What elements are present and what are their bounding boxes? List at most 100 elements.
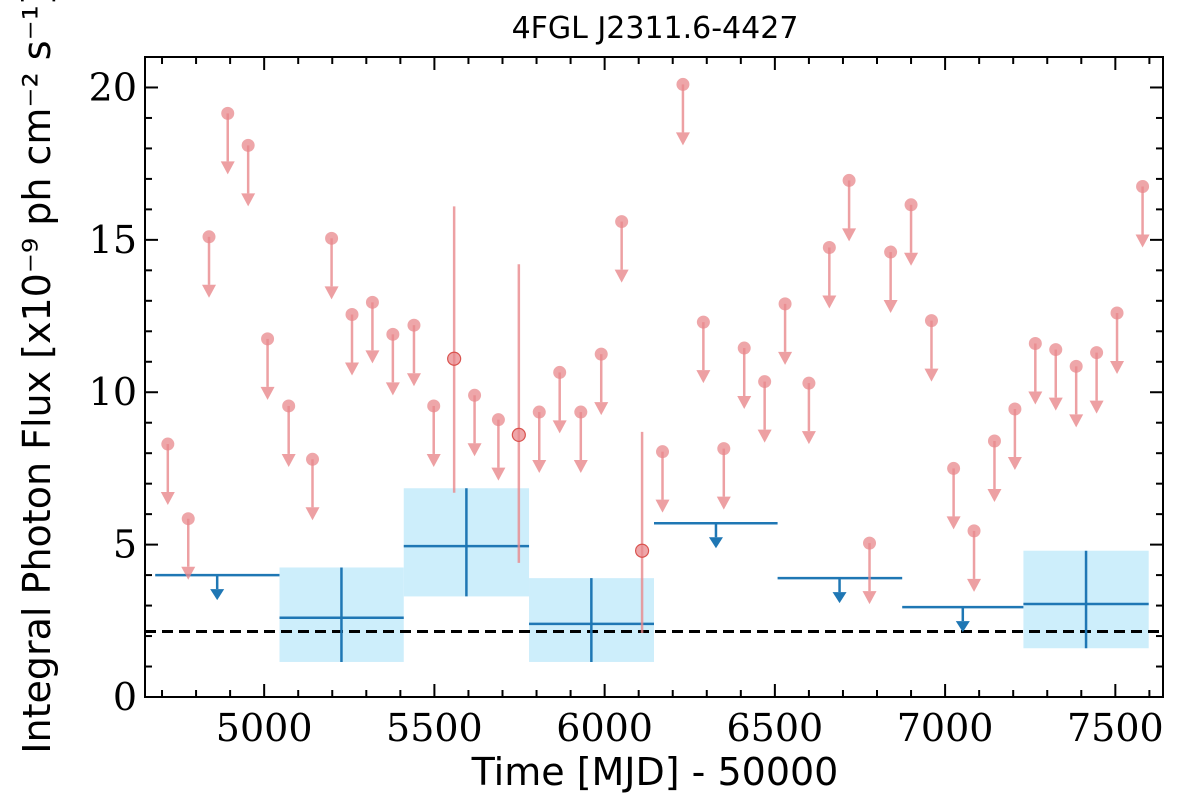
y-axis-label: Integral Photon Flux [x10⁻⁹ ph cm⁻² s⁻¹] <box>15 0 59 754</box>
short-bin-detection-point <box>511 427 526 443</box>
short-bin-upper-limit-arrow <box>696 370 711 384</box>
short-bin-upper-limit-point <box>1110 306 1124 320</box>
short-bin-upper-limit-point <box>802 376 816 390</box>
long-bin-upper-limit-arrow <box>955 621 970 633</box>
long-bin-upper-limit-arrow <box>832 592 847 604</box>
short-bin-upper-limit-arrow <box>801 431 816 445</box>
short-bin-upper-limit-point <box>696 315 710 329</box>
short-bin-upper-limit-arrow <box>675 132 690 146</box>
short-bin-upper-limit-arrow <box>220 161 235 175</box>
short-bin-upper-limit-arrow <box>532 460 547 474</box>
short-bin-upper-limit-arrow <box>904 252 919 266</box>
short-bin-upper-limit-point <box>553 365 567 379</box>
chart-title: 4FGL J2311.6-4427 <box>512 11 799 46</box>
short-bin-upper-limit-point <box>758 375 772 389</box>
short-bin-upper-limit-arrow <box>614 269 629 283</box>
x-tick-label: 7500 <box>1067 706 1164 750</box>
y-tick-label: 10 <box>89 370 137 414</box>
y-axis-ticks: 0 5 10 15 20 <box>89 56 1163 719</box>
short-bin-detection-point <box>447 351 462 366</box>
short-bin-upper-limit-arrow <box>467 443 482 457</box>
short-bin-upper-limit-arrow <box>181 566 196 580</box>
short-bin-upper-limit-point <box>594 347 608 361</box>
short-bin-upper-limit-point <box>737 341 751 355</box>
short-bin-upper-limit-arrow <box>737 396 752 410</box>
short-bin-upper-limit-point <box>863 536 877 550</box>
x-tick-label: 5500 <box>386 706 483 750</box>
short-bin-upper-limit-arrow <box>883 300 898 314</box>
short-bin-upper-limit-point <box>325 231 339 245</box>
short-bin-upper-limit-arrow <box>573 460 588 474</box>
short-bin-upper-limit-point <box>717 442 731 456</box>
short-bin-upper-limit-point <box>181 512 195 526</box>
short-bin-upper-limit-point <box>241 138 255 152</box>
short-bin-upper-limit-arrow <box>202 284 217 298</box>
short-bin-upper-limit-point <box>1090 346 1104 360</box>
short-bin-upper-limit-arrow <box>324 286 339 300</box>
short-bin-upper-limit-point <box>924 314 938 328</box>
short-bin-upper-limit-point <box>822 240 836 254</box>
long-bin-bands <box>279 488 1149 662</box>
y-tick-label: 20 <box>89 65 137 109</box>
short-bin-upper-limit-point <box>161 437 175 451</box>
short-bin-upper-limit-arrow <box>924 368 939 382</box>
x-tick-label: 7000 <box>897 706 994 750</box>
short-bin-upper-limit-arrow <box>987 489 1002 502</box>
short-bin-upper-limit-arrow <box>426 453 441 467</box>
short-bin-upper-limit-point <box>778 297 792 311</box>
short-bin-upper-limit-arrow <box>1089 400 1104 414</box>
short-bin-upper-limit-arrow <box>1007 457 1022 470</box>
short-bin-upper-limit-point <box>202 230 216 244</box>
short-bin-upper-limit-arrow <box>757 429 772 443</box>
x-tick-label: 6500 <box>727 706 824 750</box>
short-bin-upper-limit-arrow <box>778 351 793 365</box>
short-bin-upper-limit-point <box>615 215 629 229</box>
short-bin-upper-limit-arrow <box>365 350 380 364</box>
short-bin-upper-limit-arrow <box>655 499 670 513</box>
long-bin-upper-limit-arrow <box>708 537 723 549</box>
short-bin-upper-limit-arrow <box>305 507 320 521</box>
short-bin-upper-limit-point <box>468 388 482 402</box>
short-bin-upper-limit-arrow <box>862 591 877 605</box>
short-bin-upper-limit-arrow <box>1048 397 1063 411</box>
short-bin-upper-limit-arrow <box>241 193 256 207</box>
x-tick-label: 5000 <box>216 706 313 750</box>
short-bin-upper-limit-point <box>1028 336 1042 350</box>
y-tick-label: 15 <box>89 218 137 262</box>
long-bins-series <box>155 488 1149 662</box>
short-bin-upper-limit-point <box>365 295 379 309</box>
short-bin-upper-limit-point <box>1069 359 1083 373</box>
short-bin-upper-limit-arrow <box>1135 234 1150 248</box>
short-bin-upper-limit-point <box>532 405 546 419</box>
long-bin-upper-limit-arrow <box>210 589 225 601</box>
short-bin-upper-limit-point <box>407 318 421 332</box>
short-bin-upper-limit-point <box>574 405 588 419</box>
short-bin-upper-limit-point <box>656 445 670 459</box>
short-bin-upper-limit-arrow <box>491 467 506 481</box>
short-bin-upper-limit-point <box>1136 180 1150 194</box>
short-bin-upper-limit-point <box>676 77 690 91</box>
short-bin-upper-limit-arrow <box>716 496 731 510</box>
axes-frame <box>144 56 1164 698</box>
short-bin-upper-limit-point <box>221 106 235 120</box>
short-bin-upper-limit-arrow <box>967 578 982 592</box>
short-bin-upper-limit-arrow <box>1028 391 1043 405</box>
short-bin-upper-limit-arrow <box>842 228 857 242</box>
short-bin-upper-limit-arrow <box>552 420 567 434</box>
y-tick-label: 5 <box>113 523 137 567</box>
x-tick-label: 6000 <box>556 706 653 750</box>
short-bin-upper-limit-arrow <box>1069 414 1084 428</box>
short-bin-upper-limit-point <box>1049 343 1063 357</box>
x-axis-label: Time [MJD] - 50000 <box>471 750 839 794</box>
short-bin-upper-limit-point <box>261 332 275 346</box>
short-bins-series <box>160 77 1150 633</box>
plot-frame <box>144 56 1164 698</box>
short-bin-upper-limit-point <box>842 173 856 187</box>
short-bin-upper-limit-point <box>987 434 1001 448</box>
short-bin-upper-limit-arrow <box>260 386 275 400</box>
short-bin-upper-limit-point <box>884 245 898 259</box>
short-bin-upper-limit-arrow <box>1110 361 1125 374</box>
short-bin-upper-limit-arrow <box>946 516 961 530</box>
short-bin-upper-limit-point <box>967 524 981 538</box>
